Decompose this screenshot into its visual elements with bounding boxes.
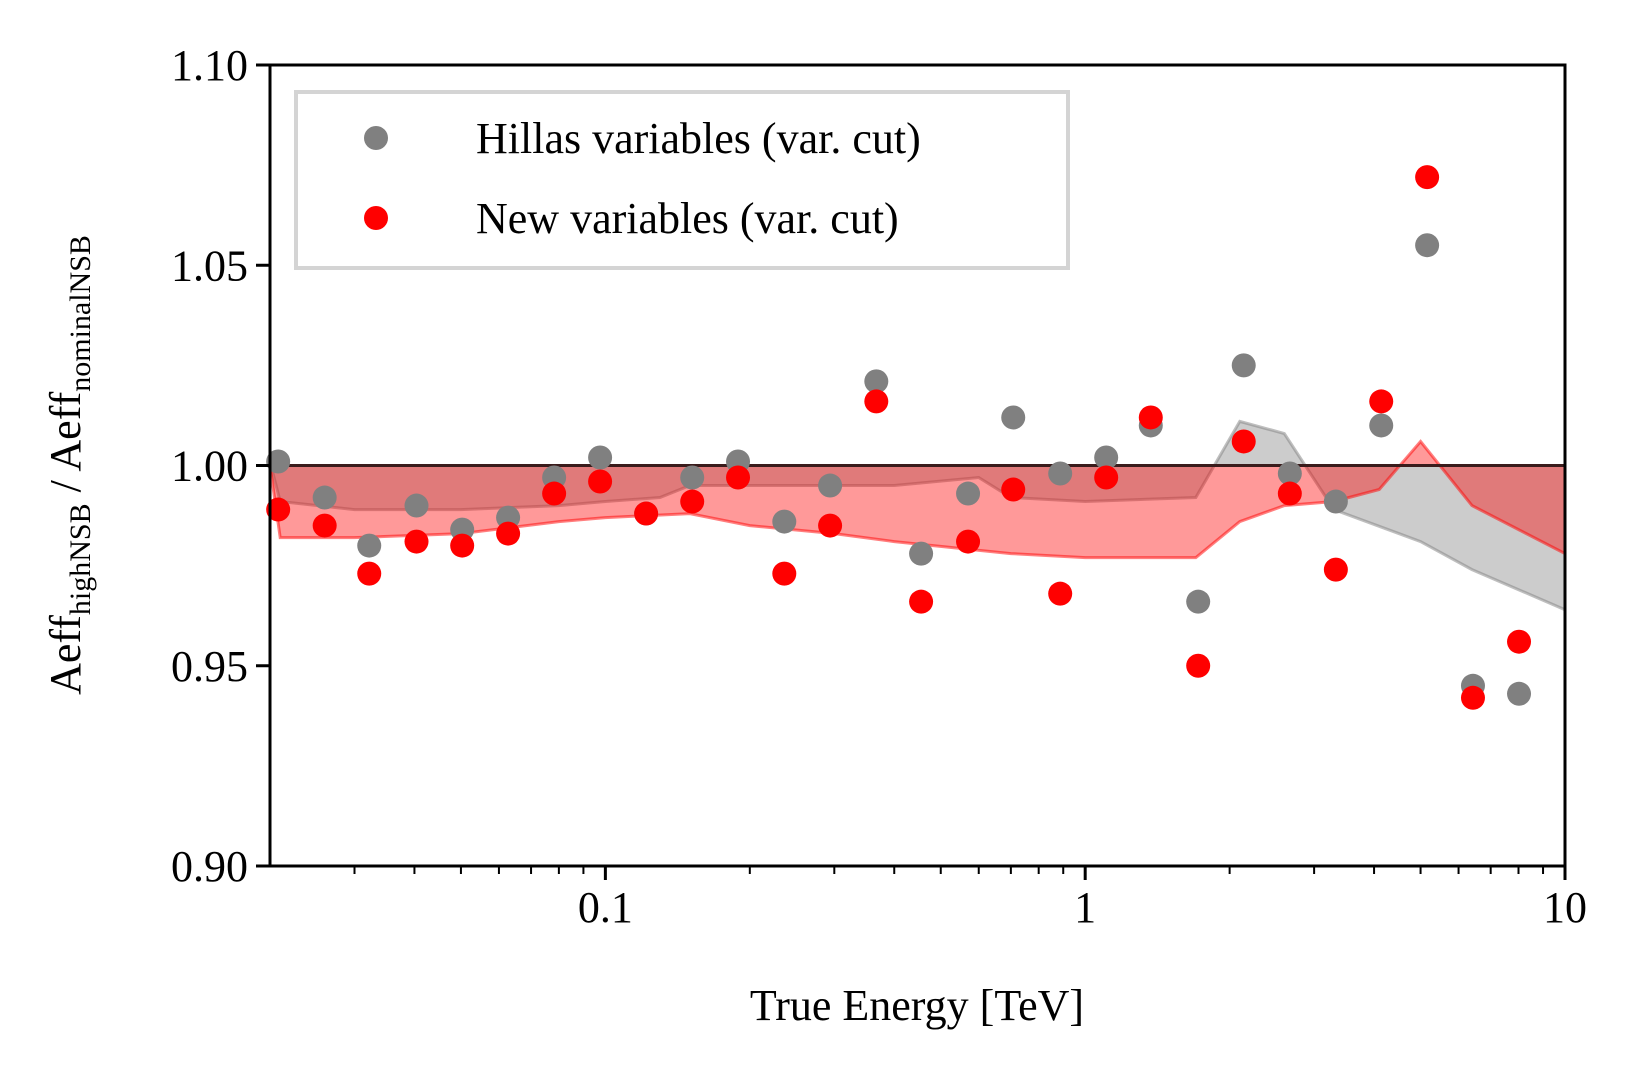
point <box>1048 461 1073 486</box>
point <box>1460 685 1485 710</box>
legend-marker <box>364 126 388 150</box>
point <box>909 589 934 614</box>
point <box>818 513 843 538</box>
point <box>312 485 337 510</box>
x-tick-label: 0.1 <box>578 883 633 932</box>
point <box>588 445 613 470</box>
point <box>1186 653 1211 678</box>
point <box>496 521 521 546</box>
point <box>1186 589 1211 614</box>
point <box>266 497 291 522</box>
point <box>404 529 429 554</box>
point <box>1001 405 1026 430</box>
y-tick-label: 1.10 <box>171 41 248 90</box>
point <box>1323 489 1348 514</box>
legend-label: New variables (var. cut) <box>476 194 899 243</box>
point <box>1415 233 1440 258</box>
point <box>312 513 337 538</box>
point <box>1094 445 1119 470</box>
point <box>1507 629 1532 654</box>
legend-label: Hillas variables (var. cut) <box>476 114 921 163</box>
band-edge <box>268 439 1566 560</box>
point <box>357 561 382 586</box>
point <box>450 533 475 558</box>
point <box>909 541 934 566</box>
y-label-sub: highNSB <box>64 503 97 615</box>
legend-box <box>294 90 1070 270</box>
point <box>1231 353 1256 378</box>
point <box>864 389 889 414</box>
point <box>1001 477 1026 502</box>
point <box>634 501 659 526</box>
point <box>1277 481 1302 506</box>
point <box>680 489 705 514</box>
point <box>1094 465 1119 490</box>
y-label-part: / Aeff <box>41 391 90 503</box>
point <box>1231 429 1256 454</box>
point <box>1507 681 1532 706</box>
point <box>542 481 567 506</box>
point <box>1323 557 1348 582</box>
y-tick-label: 1.00 <box>171 442 248 491</box>
point <box>1138 405 1163 430</box>
y-tick-label: 0.90 <box>171 842 248 891</box>
point <box>864 369 889 394</box>
point <box>1369 413 1394 438</box>
y-label-part: Aeff <box>41 615 90 695</box>
point <box>357 533 382 558</box>
point <box>1048 581 1073 606</box>
legend-marker <box>364 206 388 230</box>
x-tick-label: 1 <box>1074 883 1096 932</box>
band-area <box>270 421 1565 610</box>
y-axis-label: AeffhighNSB / AeffnominalNSB <box>41 235 97 695</box>
x-tick-label: 10 <box>1543 883 1587 932</box>
point <box>956 529 981 554</box>
point <box>1277 461 1302 486</box>
x-axis-label: True Energy [TeV] <box>750 981 1084 1030</box>
point <box>404 493 429 518</box>
point <box>956 481 981 506</box>
point <box>266 449 291 474</box>
y-label-sub: nominalNSB <box>64 235 97 392</box>
point <box>772 561 797 586</box>
point <box>726 465 751 490</box>
point <box>588 469 613 494</box>
point <box>1415 165 1440 190</box>
point <box>772 509 797 534</box>
band-area <box>270 441 1565 558</box>
point <box>680 465 705 490</box>
y-tick-label: 1.05 <box>171 241 248 290</box>
point <box>818 473 843 498</box>
y-tick-label: 0.95 <box>171 642 248 691</box>
point <box>1369 389 1394 414</box>
